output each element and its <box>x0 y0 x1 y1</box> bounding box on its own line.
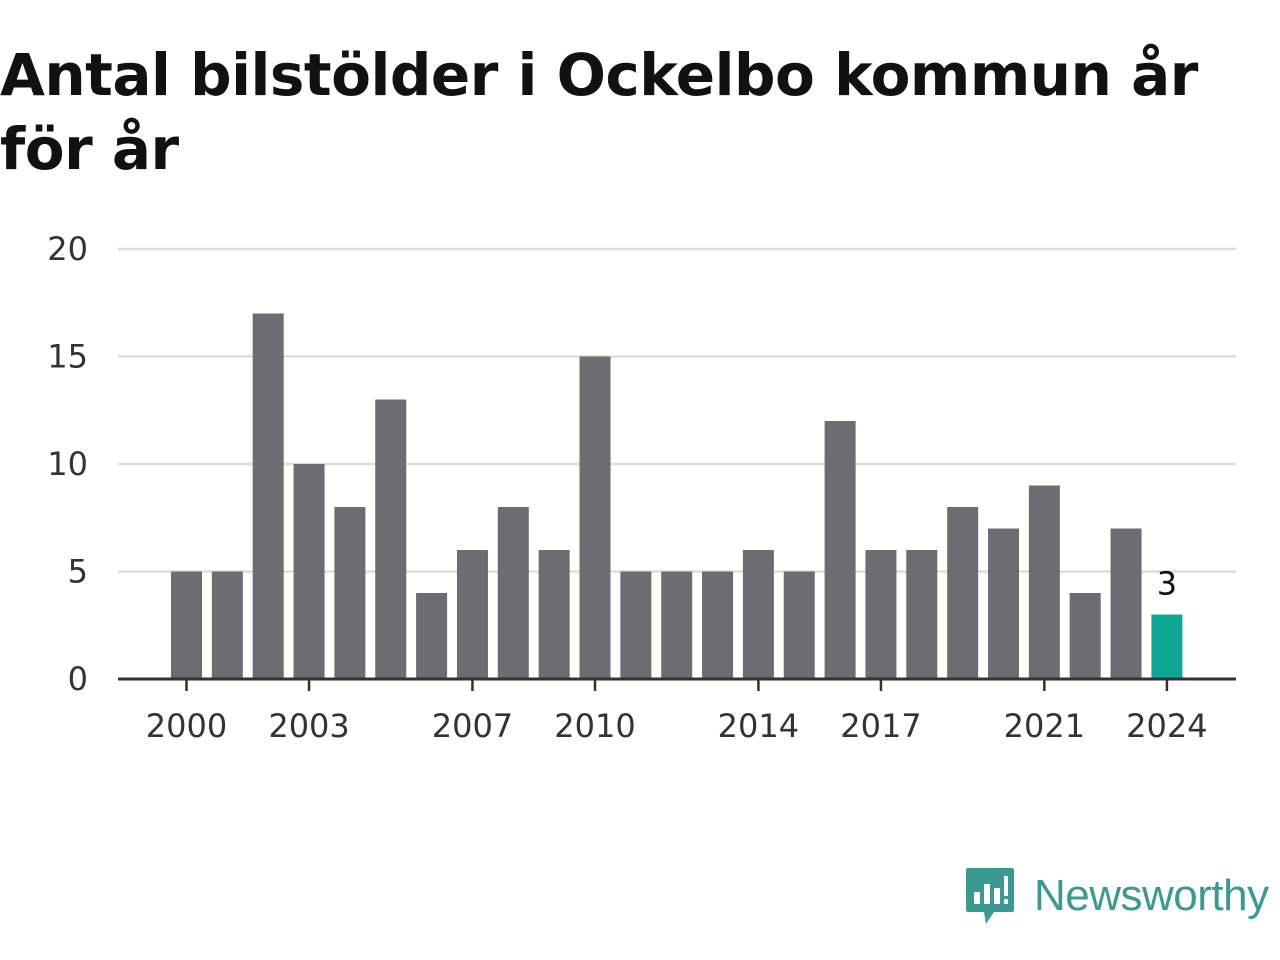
x-tick-label: 2014 <box>718 707 799 745</box>
x-tick-label: 2010 <box>554 707 635 745</box>
bar-2010 <box>579 356 611 679</box>
bar-2009 <box>538 550 570 679</box>
gridlines <box>118 247 1236 573</box>
bar-2005 <box>375 399 407 679</box>
bar-2000 <box>171 571 202 679</box>
y-tick-label: 0 <box>68 660 88 698</box>
bar-2021 <box>1028 485 1060 679</box>
x-tick-label: 2003 <box>268 707 349 745</box>
bar-2003 <box>293 464 325 679</box>
chart-title: Antal bilstölder i Ockelbo kommun år för… <box>0 41 1198 183</box>
newsworthy-logo-icon <box>966 868 1014 924</box>
bar-2024 <box>1151 614 1183 679</box>
x-tick-label: 2024 <box>1126 707 1207 745</box>
x-tick-label: 2007 <box>432 707 513 745</box>
bar-2022 <box>1069 593 1101 679</box>
bar-2002 <box>252 313 284 679</box>
brand-name: Newsworthy <box>1034 871 1269 920</box>
axes <box>118 677 1236 691</box>
bar-2004 <box>334 507 366 679</box>
y-tick-label: 15 <box>47 338 88 376</box>
bar-2020 <box>988 528 1019 679</box>
bars <box>171 313 1183 679</box>
x-tick-label: 2017 <box>840 707 921 745</box>
y-tick-label: 5 <box>68 553 88 591</box>
bar-2015 <box>783 571 815 679</box>
bar-2011 <box>620 571 652 679</box>
bar-2012 <box>661 571 693 679</box>
y-tick-label: 20 <box>47 230 88 268</box>
y-tick-label: 10 <box>47 445 88 483</box>
bar-2017 <box>865 550 897 679</box>
bar-2016 <box>824 421 856 679</box>
bar-2018 <box>906 550 938 679</box>
bar-2013 <box>702 571 734 679</box>
data-label-2024: 3 <box>1157 565 1177 603</box>
x-tick-label: 2000 <box>146 707 227 745</box>
bar-2023 <box>1110 528 1142 679</box>
bar-2008 <box>497 507 529 679</box>
newsworthy-logo: Newsworthy <box>964 864 1269 928</box>
labels: 0 5 10 15 20 3 2000 2003 2007 2010 2014 2017 2021 202… <box>47 230 1207 745</box>
bar-2014 <box>742 550 774 679</box>
bar-2019 <box>947 507 979 679</box>
x-tick-label: 2021 <box>1004 707 1085 745</box>
bar-2001 <box>211 571 243 679</box>
bar-2007 <box>456 550 488 679</box>
bar-2006 <box>416 593 448 679</box>
